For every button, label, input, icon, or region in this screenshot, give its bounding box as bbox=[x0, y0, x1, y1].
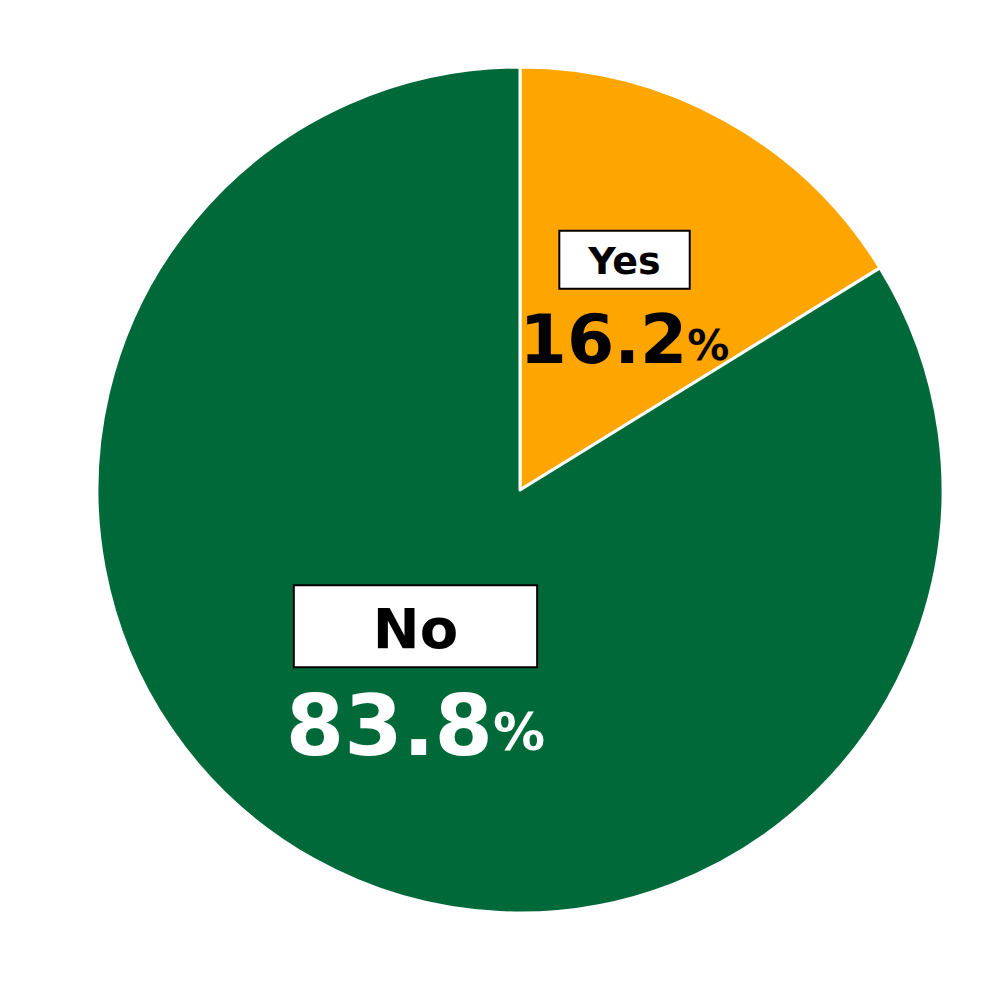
svg-text:No: No bbox=[373, 596, 458, 661]
svg-text:%: % bbox=[687, 321, 729, 370]
svg-text:%: % bbox=[493, 702, 545, 762]
svg-text:16.2: 16.2 bbox=[520, 300, 688, 379]
svg-text:83.8: 83.8 bbox=[286, 677, 493, 775]
svg-text:Yes: Yes bbox=[587, 239, 660, 283]
